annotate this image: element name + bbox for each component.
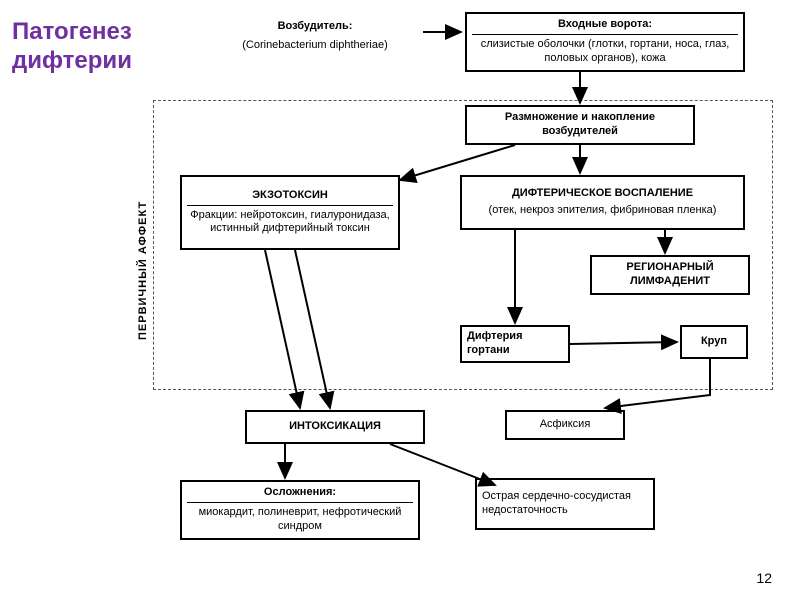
title-line1: Патогенез [12,18,132,45]
node-exo-title: ЭКЗОТОКСИН [187,189,393,206]
node-exo-sub: Фракции: нейротоксин, гиалуронидаза, ист… [187,209,393,237]
node-larynx-sub: Дифтерия гортани [467,330,563,358]
node-asph: Асфиксия [505,410,625,440]
diagram: ПЕРВИЧНЫЙ АФФЕКТ Возбудитель: (Corinebac… [135,10,785,580]
node-heart-sub: Острая сердечно-сосудистая недостаточнос… [482,490,648,518]
node-asph-sub: Асфиксия [512,418,618,432]
node-compl: Осложнения: миокардит, полиневрит, нефро… [180,480,420,540]
vertical-label: ПЕРВИЧНЫЙ АФФЕКТ [137,180,149,360]
node-gates-title: Входные ворота: [472,18,738,35]
node-intox: ИНТОКСИКАЦИЯ [245,410,425,444]
node-heart: Острая сердечно-сосудистая недостаточнос… [475,478,655,530]
node-mult-sub: Размножение и накопление возбудителей [472,111,688,139]
slide-title: Патогенез дифтерии [12,18,132,76]
node-lymph-title: РЕГИОНАРНЫЙ ЛИМФАДЕНИТ [597,261,743,289]
node-inflam-title: ДИФТЕРИЧЕСКОЕ ВОСПАЛЕНИЕ [467,187,738,203]
node-mult: Размножение и накопление возбудителей [465,105,695,145]
node-exo: ЭКЗОТОКСИН Фракции: нейротоксин, гиалуро… [180,175,400,250]
node-lymph: РЕГИОНАРНЫЙ ЛИМФАДЕНИТ [590,255,750,295]
node-pathogen-sub: (Corinebacterium diphtheriae) [210,39,420,53]
node-croup-sub: Круп [687,335,741,349]
node-compl-sub: миокардит, полиневрит, нефротический син… [187,506,413,534]
title-line2: дифтерии [12,47,132,74]
node-compl-title: Осложнения: [187,486,413,503]
node-gates: Входные ворота: слизистые оболочки (глот… [465,12,745,72]
node-croup: Круп [680,325,748,359]
node-gates-sub: слизистые оболочки (глотки, гортани, нос… [472,38,738,66]
node-pathogen: Возбудитель: (Corinebacterium diphtheria… [205,15,425,57]
node-larynx: Дифтерия гортани [460,325,570,363]
node-inflam-sub: (отек, некроз эпителия, фибриновая пленк… [467,204,738,218]
node-inflam: ДИФТЕРИЧЕСКОЕ ВОСПАЛЕНИЕ (отек, некроз э… [460,175,745,230]
node-pathogen-title: Возбудитель: [210,20,420,36]
node-intox-title: ИНТОКСИКАЦИЯ [252,420,418,434]
